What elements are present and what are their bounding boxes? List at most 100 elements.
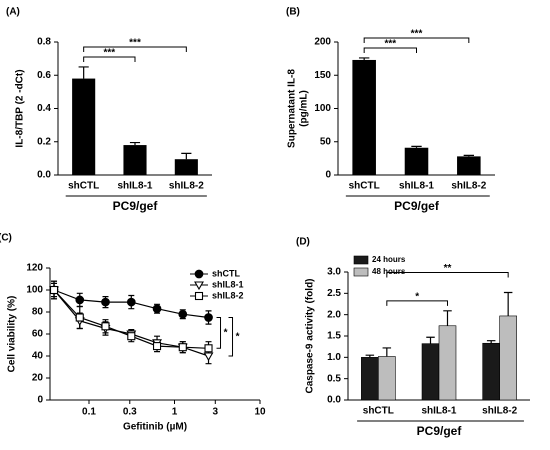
bar bbox=[352, 59, 376, 175]
bar bbox=[361, 357, 379, 401]
group-label: PC9/gef bbox=[113, 199, 159, 213]
marker bbox=[49, 285, 59, 295]
y-tick-label: 80 bbox=[32, 307, 44, 318]
y-tick-label: 2.0 bbox=[327, 309, 341, 320]
significance-label: ** bbox=[444, 263, 452, 274]
group-label: PC9/gef bbox=[417, 424, 463, 438]
significance-label: *** bbox=[411, 29, 423, 40]
x-tick-label: shIL8-2 bbox=[482, 406, 517, 417]
bar bbox=[404, 147, 429, 175]
x-tick-label: 1 bbox=[172, 407, 178, 418]
legend-marker bbox=[194, 291, 204, 301]
marker bbox=[178, 309, 188, 319]
y-tick-label: 120 bbox=[26, 263, 43, 274]
y-tick-label: 0 bbox=[37, 395, 43, 406]
y-tick-label: 200 bbox=[314, 37, 331, 48]
error-bar bbox=[358, 57, 370, 60]
significance-bracket bbox=[83, 46, 187, 52]
significance-bracket bbox=[363, 47, 417, 53]
significance-bracket bbox=[83, 56, 136, 62]
marker bbox=[75, 295, 85, 305]
y-tick-label: 0.8 bbox=[37, 37, 51, 48]
error-bar bbox=[382, 347, 392, 357]
bar bbox=[421, 343, 440, 401]
x-tick-label: 0.3 bbox=[123, 407, 137, 418]
y-tick-label: 0.6 bbox=[37, 70, 51, 81]
y-tick-label: 0.0 bbox=[37, 170, 51, 181]
marker bbox=[178, 343, 187, 352]
x-tick-label: 10 bbox=[254, 407, 266, 418]
y-tick-label: 100 bbox=[26, 285, 43, 296]
panel-label: (A) bbox=[6, 7, 20, 18]
error-bar bbox=[503, 291, 513, 316]
x-tick-label: 0.1 bbox=[82, 407, 96, 418]
y-tick-label: 50 bbox=[320, 136, 332, 147]
y-tick-label: 40 bbox=[32, 351, 44, 362]
y-tick-label: 0 bbox=[325, 170, 331, 181]
y-tick-label: 60 bbox=[32, 329, 44, 340]
marker bbox=[75, 313, 84, 322]
bar bbox=[378, 356, 396, 401]
marker bbox=[152, 304, 162, 314]
error-bar bbox=[129, 141, 141, 146]
significance-label: * bbox=[236, 331, 240, 342]
bar bbox=[499, 315, 517, 401]
x-tick-label: 3 bbox=[213, 407, 219, 418]
legend-swatch bbox=[353, 255, 369, 265]
legend-swatch bbox=[353, 267, 369, 277]
legend-label: 48 hours bbox=[372, 267, 406, 276]
legend-marker bbox=[194, 281, 204, 291]
error-bar bbox=[426, 336, 435, 344]
y-tick-label: 1.5 bbox=[327, 331, 341, 342]
bar bbox=[482, 342, 500, 401]
x-tick-label: shIL8-1 bbox=[421, 406, 456, 417]
y-tick-label: 20 bbox=[32, 373, 44, 384]
x-tick-label: shIL8-1 bbox=[117, 181, 152, 192]
bar bbox=[123, 145, 147, 175]
marker bbox=[204, 313, 213, 322]
y-tick-label: 0.4 bbox=[37, 103, 51, 114]
legend-marker bbox=[194, 269, 204, 279]
legend-label: shIL8-2 bbox=[212, 290, 244, 300]
y-tick-label: 150 bbox=[314, 70, 331, 81]
x-tick-label: shCTL bbox=[68, 181, 99, 192]
y-tick-label: 0.2 bbox=[37, 136, 51, 147]
error-bar bbox=[486, 340, 496, 344]
y-axis-label: (pg/mL) bbox=[299, 90, 310, 127]
significance-label: *** bbox=[384, 39, 396, 50]
legend-label: shCTL bbox=[212, 268, 241, 278]
marker bbox=[126, 297, 136, 307]
marker bbox=[152, 342, 162, 351]
marker bbox=[204, 344, 213, 353]
group-label: PC9/gef bbox=[394, 199, 440, 213]
significance-bracket bbox=[386, 271, 509, 278]
y-tick-label: 1.0 bbox=[327, 352, 341, 363]
y-axis-label: Supernatant IL-8 bbox=[287, 69, 298, 148]
panel-label: (D) bbox=[296, 237, 310, 248]
bar bbox=[457, 156, 481, 175]
y-axis-label: Cell viability (%) bbox=[7, 296, 18, 373]
legend-label: 24 hours bbox=[372, 255, 406, 264]
x-tick-label: shIL8-2 bbox=[451, 181, 486, 192]
marker bbox=[101, 297, 110, 307]
error-bar bbox=[365, 354, 375, 358]
significance-label: * bbox=[224, 328, 228, 339]
marker bbox=[127, 332, 136, 341]
significance-label: * bbox=[415, 291, 419, 302]
y-axis-label: IL-8/TBP (2 -dCt) bbox=[15, 69, 26, 147]
significance-bracket bbox=[363, 37, 470, 43]
bar bbox=[438, 325, 457, 401]
y-tick-label: 3.0 bbox=[327, 267, 341, 278]
significance-bracket bbox=[386, 300, 448, 306]
marker bbox=[203, 352, 214, 362]
x-axis-label: Gefitinib (µM) bbox=[123, 422, 187, 433]
error-bar bbox=[411, 145, 422, 148]
significance-bracket bbox=[228, 317, 234, 357]
bar bbox=[174, 159, 198, 175]
error-bar bbox=[78, 66, 89, 79]
significance-bracket bbox=[216, 317, 222, 349]
x-tick-label: shCTL bbox=[349, 181, 380, 192]
x-tick-label: shIL8-2 bbox=[169, 181, 204, 192]
y-tick-label: 2.5 bbox=[327, 288, 341, 299]
